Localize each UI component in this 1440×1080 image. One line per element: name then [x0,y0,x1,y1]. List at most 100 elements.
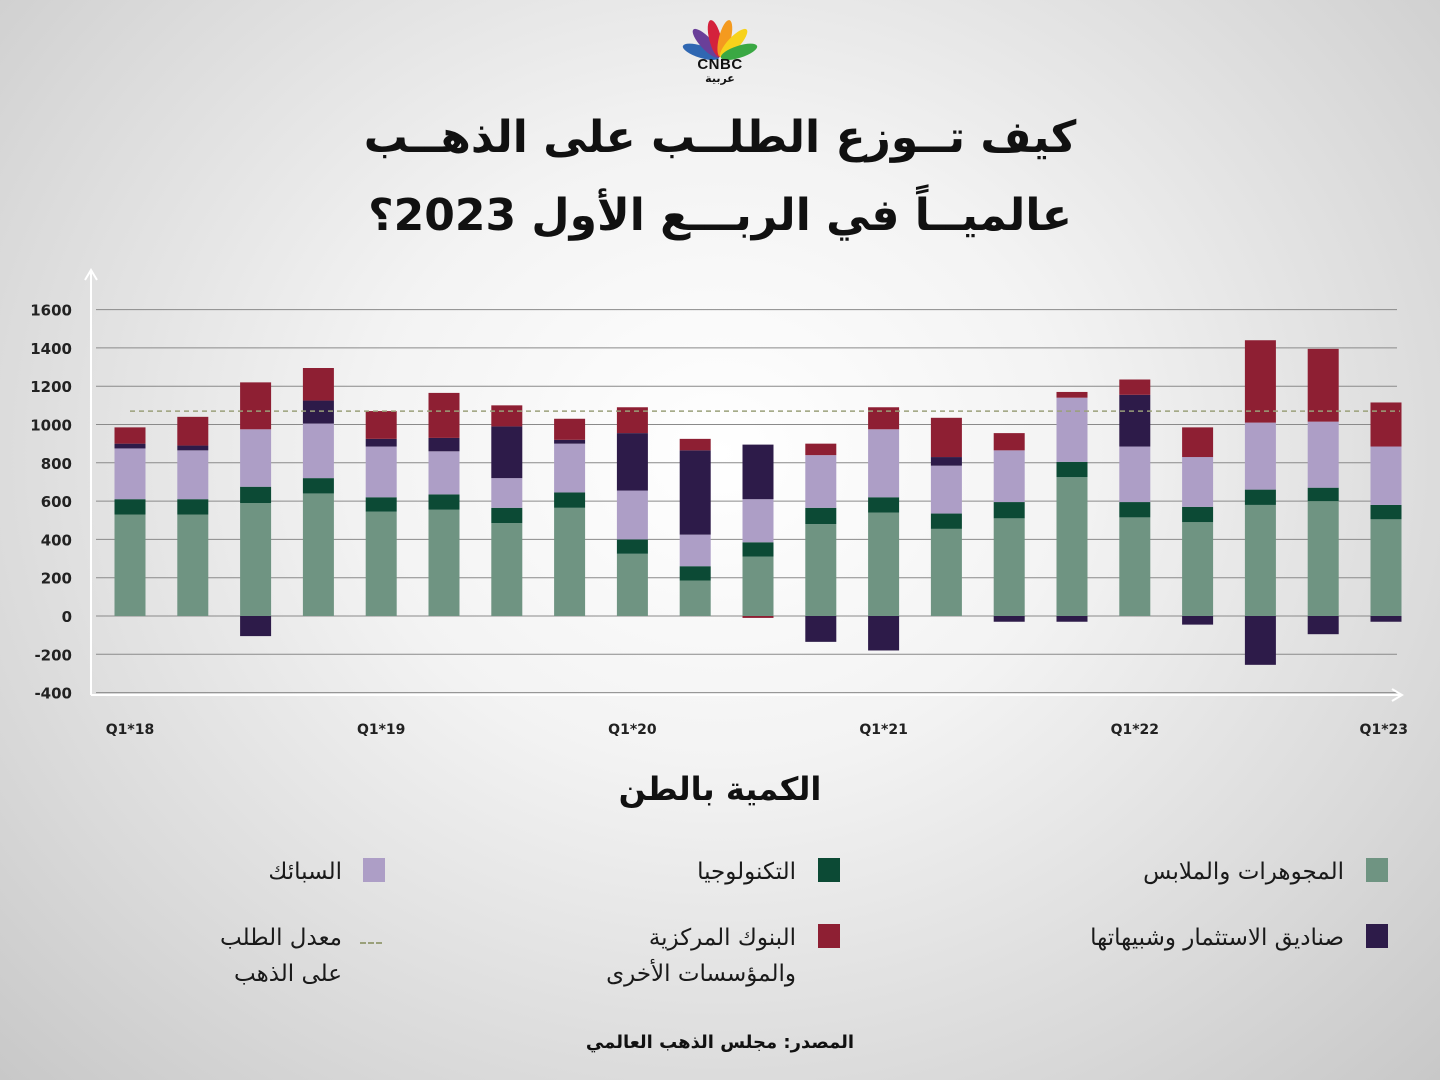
bar-segment-etfs-Q2-21 [930,457,962,466]
bar-segment-etfs-Q3-22 [1244,616,1276,665]
bar-segment-technology-Q3-18 [240,486,272,504]
bar-segment-technology-Q3-19 [491,507,523,524]
bar-segment-jewelry-Q3-21 [993,518,1025,616]
bar-segment-technology-Q2-21 [930,513,962,529]
bar-segment-bars-Q4-19 [554,443,586,493]
bar-segment-central_banks-Q1-22 [1119,379,1151,395]
x-axis-arrow-icon [1391,688,1404,702]
bar-segment-jewelry-Q3-20 [742,556,774,616]
bar-segment-jewelry-Q1-21 [868,512,900,616]
bar-segment-jewelry-Q2-21 [930,528,962,616]
bar-segment-technology-Q2-18 [177,499,209,515]
bar-segment-etfs-Q3-21 [993,616,1025,622]
bar-segment-bars-Q1-21 [868,429,900,498]
x-tick-label: Q1*18 [106,722,154,738]
bar-segment-technology-Q3-20 [742,542,774,557]
cnbc-logo: CNBC عربية [680,16,760,88]
y-axis-arrow-icon [84,268,98,281]
bar-segment-etfs-Q1-22 [1119,394,1151,447]
y-tick-label: 600 [41,493,72,511]
x-tick-label: Q1*19 [357,722,405,738]
bar-segment-jewelry-Q3-19 [491,523,523,616]
bar-segment-central_banks-Q3-22 [1244,340,1276,423]
bar-segment-bars-Q3-19 [491,478,523,508]
legend-label-central-banks-line2: والمؤسسات الأخرى [606,961,796,987]
y-tick-label: -200 [34,646,72,664]
bar-segment-bars-Q2-18 [177,450,209,500]
x-tick-label: Q1*22 [1111,722,1159,738]
bar-segment-bars-Q2-22 [1182,457,1214,507]
bar-segment-jewelry-Q2-18 [177,514,209,616]
bar-segment-technology-Q1-18 [114,499,146,515]
legend-label-etfs: صناديق الاستثمار وشبيهاتها [1090,925,1344,951]
y-tick-label: 1600 [30,302,72,320]
bar-segment-etfs-Q4-20 [805,616,837,642]
bar-segment-central_banks-Q3-20 [742,616,774,618]
bar-segment-central_banks-Q2-22 [1182,427,1214,458]
bar-segment-jewelry-Q2-19 [428,509,460,616]
bar-segment-central_banks-Q4-22 [1307,348,1339,422]
bar-segment-etfs-Q1-20 [616,433,648,491]
label-layer: 1600 1400 1200 1000 800 600 400 200 0 -200 -400 Q1*… [30,302,1408,738]
bar-segment-jewelry-Q2-22 [1182,522,1214,616]
y-tick-label: 400 [41,531,72,549]
bar-segment-technology-Q4-21 [1056,461,1088,478]
bar-segment-etfs-Q3-19 [491,426,523,479]
bar-segment-technology-Q2-20 [679,566,711,581]
bar-segment-etfs-Q2-19 [428,437,460,452]
bar-segment-jewelry-Q4-21 [1056,477,1088,616]
bar-segment-technology-Q1-20 [616,539,648,554]
bar-layer [114,340,1402,665]
bar-segment-etfs-Q1-18 [114,443,146,449]
bar-segment-central_banks-Q4-20 [805,443,837,456]
bar-segment-central_banks-Q2-21 [930,417,962,458]
legend-label-jewelry: المجوهرات والملابس [1143,859,1344,885]
bar-segment-jewelry-Q1-23 [1370,519,1402,616]
bar-segment-bars-Q4-18 [302,423,334,479]
stacked-bar-chart: 1600 1400 1200 1000 800 600 400 200 0 -200 -400 Q1*… [30,268,1408,738]
bar-segment-central_banks-Q4-19 [554,418,586,440]
bar-segment-central_banks-Q2-19 [428,392,460,438]
bar-segment-bars-Q1-20 [616,490,648,540]
bar-segment-etfs-Q4-22 [1307,616,1339,635]
bar-segment-etfs-Q2-22 [1182,616,1214,625]
bar-segment-central_banks-Q2-18 [177,416,209,446]
bar-segment-jewelry-Q1-19 [365,511,397,616]
y-tick-label: 800 [41,455,72,473]
bar-segment-etfs-Q4-19 [554,439,586,444]
bar-segment-central_banks-Q3-21 [993,433,1025,451]
bar-segment-etfs-Q4-18 [302,400,334,424]
axis-layer [84,268,1404,702]
bar-segment-jewelry-Q1-18 [114,514,146,616]
bar-segment-bars-Q3-21 [993,450,1025,503]
bar-segment-jewelry-Q1-22 [1119,517,1151,616]
bar-segment-jewelry-Q1-20 [616,553,648,616]
legend-swatch-central-banks [818,924,840,948]
bar-segment-central_banks-Q4-21 [1056,391,1088,398]
legend-label-bars: السبائك [268,859,342,885]
bar-segment-etfs-Q4-21 [1056,616,1088,622]
y-tick-label: -400 [34,685,72,703]
legend-swatch-bars [363,858,385,882]
bar-segment-central_banks-Q1-23 [1370,402,1402,447]
y-tick-label: 0 [62,608,72,626]
bar-segment-jewelry-Q4-19 [554,507,586,616]
axis-title: الكمية بالطن [618,770,822,808]
bar-segment-etfs-Q1-23 [1370,616,1402,622]
bar-segment-technology-Q2-19 [428,494,460,510]
x-tick-label: Q1*21 [859,722,907,738]
bar-segment-central_banks-Q1-18 [114,427,146,444]
bar-segment-jewelry-Q3-22 [1244,504,1276,616]
bar-segment-bars-Q4-20 [805,455,837,508]
bar-segment-bars-Q3-18 [240,429,272,487]
bar-segment-bars-Q1-18 [114,448,146,500]
y-tick-label: 1400 [30,340,72,358]
bar-segment-central_banks-Q4-18 [302,368,334,401]
bar-segment-jewelry-Q2-20 [679,580,711,616]
bar-segment-technology-Q4-22 [1307,487,1339,502]
bar-segment-etfs-Q1-21 [868,616,900,651]
logo-text: CNBC [697,56,743,73]
bar-segment-bars-Q2-19 [428,451,460,495]
bar-segment-bars-Q1-19 [365,446,397,498]
bar-segment-technology-Q4-20 [805,507,837,525]
